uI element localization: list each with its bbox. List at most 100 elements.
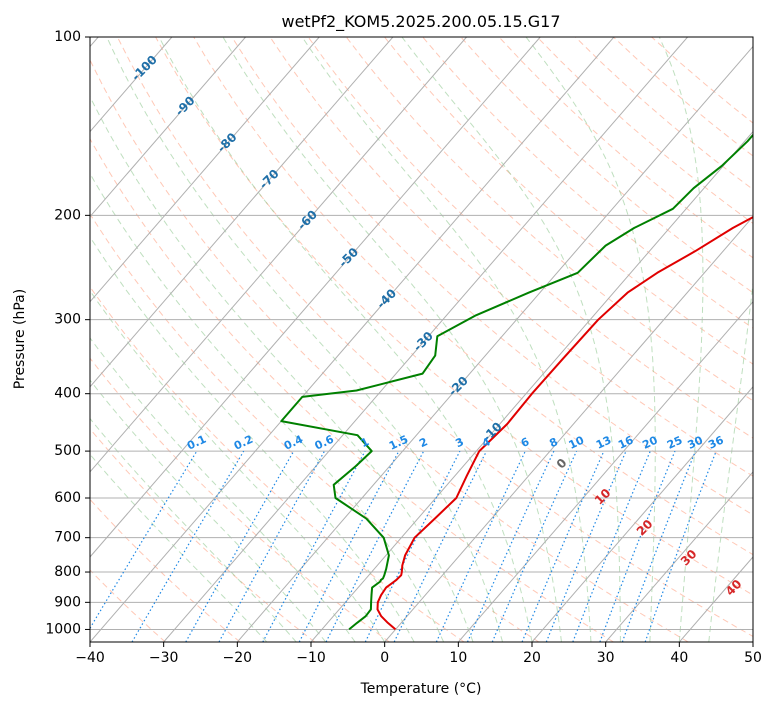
dewpoint-line bbox=[280, 133, 753, 631]
mixing-ratio-label: 8 bbox=[547, 435, 559, 450]
x-tick-label: −20 bbox=[223, 650, 253, 666]
x-tick-label: 0 bbox=[380, 650, 389, 666]
y-tick-label: 300 bbox=[54, 312, 81, 328]
isotherm-line bbox=[90, 37, 320, 303]
y-tick-label: 900 bbox=[54, 594, 81, 610]
mixing-ratio-line bbox=[545, 450, 627, 642]
mixing-ratio-line bbox=[466, 450, 555, 642]
mixing-ratio-line bbox=[572, 450, 651, 642]
mixing-ratio-label: 13 bbox=[594, 434, 613, 452]
moist-adiabat-line bbox=[90, 337, 356, 642]
moist-adiabat-line bbox=[401, 37, 621, 642]
mixing-ratio-label: 16 bbox=[616, 433, 636, 451]
moist-adiabat-line bbox=[525, 37, 656, 642]
dry-adiabat-line bbox=[498, 37, 753, 259]
x-axis-label: Temperature (°C) bbox=[360, 681, 482, 697]
dry-adiabat-line bbox=[422, 37, 753, 329]
y-tick-label: 100 bbox=[54, 29, 81, 45]
mixing-ratio-lines bbox=[90, 450, 717, 642]
y-axis-label: Pressure (hPa) bbox=[12, 289, 28, 389]
dry-adiabat-line bbox=[90, 569, 166, 642]
mixing-ratio-label: 0.4 bbox=[282, 433, 305, 453]
mixing-ratio-line bbox=[644, 450, 717, 642]
y-axis: 100 200 300 400 500 600 700 800 900 1000 bbox=[45, 29, 90, 637]
dry-adiabat-line bbox=[269, 37, 753, 477]
moist-adiabat-line bbox=[708, 279, 753, 642]
y-tick-label: 600 bbox=[54, 490, 81, 506]
isotherm-line bbox=[457, 300, 753, 642]
mixing-ratio-label: 1.5 bbox=[387, 433, 410, 453]
y-tick-label: 200 bbox=[54, 207, 81, 223]
moist-adiabat-line bbox=[90, 379, 327, 642]
dry-adiabat-line bbox=[574, 37, 753, 191]
isotherm-line bbox=[752, 641, 753, 642]
mixing-ratio-line bbox=[621, 450, 697, 642]
mixing-ratio-label: 10 bbox=[567, 433, 587, 451]
x-tick-label: 40 bbox=[670, 650, 688, 666]
moist-adiabat-line bbox=[90, 289, 386, 642]
dry-adiabat-line bbox=[90, 58, 689, 642]
dry-adiabat-line bbox=[90, 498, 241, 642]
isotherm-line bbox=[236, 45, 753, 642]
isotherm-line bbox=[90, 37, 394, 388]
dry-adiabat-line bbox=[613, 37, 753, 157]
isotherm-line bbox=[90, 37, 467, 473]
moist-adiabat-label: 10 bbox=[592, 486, 614, 508]
dry-adiabat-line bbox=[384, 37, 753, 365]
dry-adiabat-line bbox=[460, 37, 753, 294]
dry-adiabat-line bbox=[90, 137, 614, 642]
dry-adiabat-line bbox=[90, 285, 465, 642]
mixing-ratio-line bbox=[599, 450, 676, 642]
mixing-ratio-line bbox=[491, 450, 578, 642]
moist-adiabat-line bbox=[90, 95, 474, 642]
moist-adiabat-line bbox=[158, 37, 533, 642]
moist-adiabat-line bbox=[90, 417, 297, 642]
moist-adiabat-line bbox=[90, 172, 445, 642]
moist-adiabat-line bbox=[301, 37, 592, 642]
x-tick-label: −10 bbox=[296, 650, 326, 666]
dry-adiabat-line bbox=[307, 37, 753, 439]
moist-adiabat-label: 40 bbox=[723, 577, 745, 599]
isotherm-line bbox=[163, 37, 688, 642]
isotherm-line bbox=[384, 215, 753, 642]
moist-adiabat-line bbox=[106, 37, 503, 642]
mixing-ratio-label: 0.6 bbox=[313, 432, 336, 452]
mixing-ratio-label: 36 bbox=[706, 433, 726, 451]
x-tick-label: 50 bbox=[744, 650, 762, 666]
mixing-ratio-line bbox=[218, 450, 326, 642]
isotherm-line bbox=[310, 130, 753, 642]
plot-frame bbox=[89, 36, 754, 643]
x-tick-label: 20 bbox=[523, 650, 541, 666]
mixing-ratio-line bbox=[90, 450, 198, 630]
mixing-ratio-line bbox=[185, 450, 295, 642]
mixing-ratio-line bbox=[393, 450, 488, 642]
mixing-ratio-label: 0.2 bbox=[232, 433, 255, 453]
mixing-ratio-line bbox=[364, 450, 461, 642]
dry-adiabat-line bbox=[90, 357, 390, 642]
x-axis: −40 −30 −20 −10 0 10 20 30 40 50 bbox=[75, 642, 762, 666]
isotherm-line bbox=[531, 386, 753, 642]
grid-lines bbox=[90, 37, 753, 642]
x-tick-label: 30 bbox=[597, 650, 615, 666]
moist-adiabat-line bbox=[90, 453, 268, 642]
mixing-ratio-label: 3 bbox=[453, 435, 465, 450]
y-tick-label: 700 bbox=[54, 530, 81, 546]
x-tick-label: −40 bbox=[75, 650, 105, 666]
mixing-ratio-label: 25 bbox=[665, 434, 684, 452]
x-tick-label: −30 bbox=[149, 650, 179, 666]
y-tick-label: 500 bbox=[54, 443, 81, 459]
isotherm-label: -100 bbox=[129, 53, 160, 84]
moist-adiabat-line bbox=[222, 37, 562, 642]
isotherm-line bbox=[605, 471, 753, 642]
mixing-ratio-line bbox=[262, 450, 366, 642]
mixing-ratio-label: 6 bbox=[519, 435, 532, 450]
dry-adiabat-line bbox=[651, 37, 753, 124]
mixing-ratio-label: 20 bbox=[640, 433, 660, 451]
isotherm-line bbox=[90, 37, 541, 558]
x-tick-label: 10 bbox=[449, 650, 467, 666]
isotherm-line bbox=[90, 37, 615, 642]
y-tick-label: 1000 bbox=[45, 621, 81, 637]
y-tick-label: 800 bbox=[54, 564, 81, 580]
temperature-line bbox=[376, 215, 753, 631]
